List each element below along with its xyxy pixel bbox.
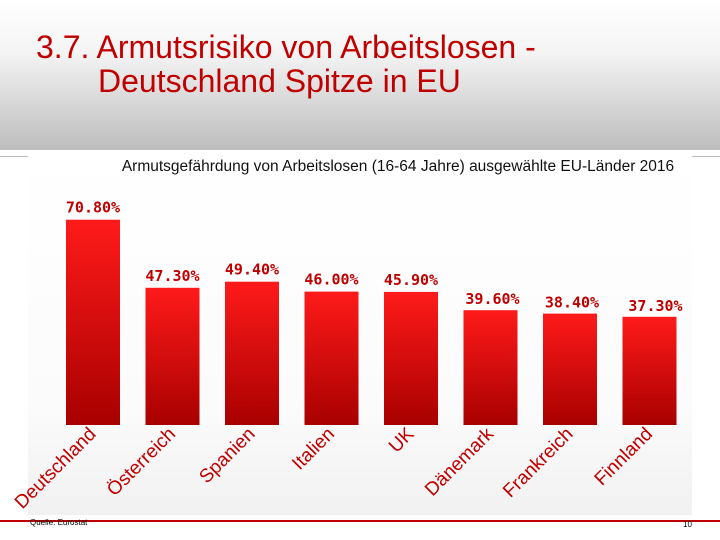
title-band: 3.7. Armutsrisiko von Arbeitslosen - Deu… xyxy=(0,0,720,150)
value-label-uk: 45.90% xyxy=(384,271,438,289)
bar-daenemark xyxy=(463,310,518,425)
bar-deutschland xyxy=(66,219,120,425)
bar-uk xyxy=(384,291,438,425)
category-label-uk: UK xyxy=(385,423,419,457)
chart-title: Armutsgefährdung von Arbeitslosen (16-64… xyxy=(121,158,675,175)
value-label-deutschland: 70.80% xyxy=(66,199,120,217)
category-label-spanien: Spanien xyxy=(195,424,259,488)
value-label-spanien: 49.40% xyxy=(225,261,279,279)
category-label-finnland: Finnland xyxy=(591,424,657,490)
bar-group xyxy=(66,219,677,425)
bar-italien xyxy=(304,291,359,425)
value-label-finnland: 37.30% xyxy=(628,297,682,315)
bar-spanien xyxy=(225,281,279,425)
page-number: 10 xyxy=(683,520,692,529)
value-label-italien: 46.00% xyxy=(304,271,358,289)
slide-title-line-1: 3.7. Armutsrisiko von Arbeitslosen - xyxy=(36,29,536,65)
divider-right xyxy=(664,156,720,157)
value-label-frankreich: 38.40% xyxy=(545,294,599,312)
category-label-frankreich: Frankreich xyxy=(499,424,577,502)
bottom-rule xyxy=(0,520,720,522)
value-label-group: 70.80% 47.30% 49.40% 46.00% 45.90% 39.60% 38.4… xyxy=(64,197,684,316)
category-label-italien: Italien xyxy=(288,424,339,475)
bar-finnland xyxy=(622,316,677,425)
slide-title-line-2: Deutschland Spitze in EU xyxy=(98,63,461,99)
category-label-daenemark: Dänemark xyxy=(421,423,498,500)
slide-title: 3.7. Armutsrisiko von Arbeitslosen - Deu… xyxy=(36,30,696,98)
bar-oesterreich xyxy=(145,287,200,425)
divider-left xyxy=(0,156,28,157)
category-label-group: Deutschland Österreich Spanien Italien UK Dän… xyxy=(11,423,657,513)
bar-frankreich xyxy=(543,313,597,425)
source-note: Quelle: Eurostat xyxy=(30,518,88,527)
category-label-oesterreich: Österreich xyxy=(103,424,180,501)
value-label-daenemark: 39.60% xyxy=(465,290,519,308)
value-label-oesterreich: 47.30% xyxy=(145,267,199,285)
category-label-deutschland: Deutschland xyxy=(11,424,101,514)
